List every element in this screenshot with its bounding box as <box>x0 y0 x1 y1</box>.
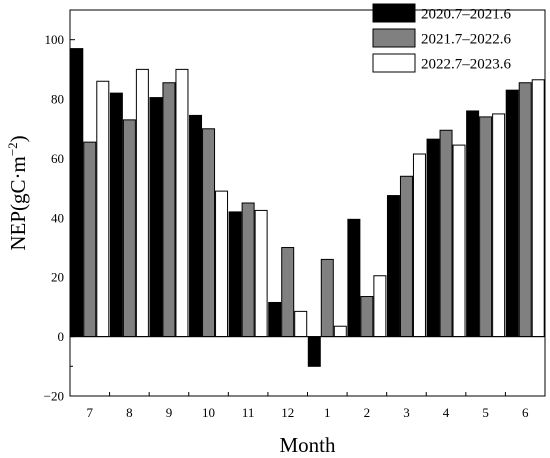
y-axis-title-close: ) <box>6 135 30 142</box>
bar-series2-month-5 <box>479 116 493 338</box>
legend-swatch-2 <box>372 28 416 48</box>
bar-series2-month-12 <box>281 247 295 338</box>
bar-series1-month-11 <box>228 211 242 338</box>
x-tick-label: 11 <box>242 405 255 420</box>
bar-series1-month-6 <box>505 89 519 338</box>
bar-series2-month-8 <box>122 119 136 338</box>
bar-series1-month-9 <box>149 97 163 338</box>
x-tick-label: 3 <box>403 405 410 420</box>
y-axis-title-superscript: −2 <box>5 142 20 156</box>
x-tick-label: 7 <box>87 405 94 420</box>
bar-series3-month-6 <box>531 79 545 338</box>
bar-series1-month-5 <box>466 110 480 338</box>
y-axis-title-main: NEP(gC·m <box>6 156 30 251</box>
y-tick-label: 40 <box>51 210 64 225</box>
x-tick-label: 9 <box>166 405 173 420</box>
bar-series1-month-10 <box>189 114 203 338</box>
bar-series2-month-6 <box>518 82 532 338</box>
bar-series2-month-4 <box>439 129 453 338</box>
x-tick-label: 5 <box>482 405 489 420</box>
bar-series3-month-2 <box>373 275 387 338</box>
y-axis: −20 0 20 40 60 80 100 <box>44 32 75 404</box>
bars-layer <box>70 48 545 367</box>
y-tick-label: 20 <box>51 270 64 285</box>
x-tick-label: 2 <box>364 405 371 420</box>
y-tick-label: 80 <box>51 92 64 107</box>
bar-series3-month-8 <box>135 68 149 338</box>
bar-series3-month-3 <box>412 153 426 338</box>
bar-series2-month-9 <box>162 82 176 338</box>
bar-series3-month-10 <box>215 190 229 338</box>
x-tick-label: 4 <box>443 405 450 420</box>
x-tick-label: 10 <box>202 405 215 420</box>
bar-series3-month-5 <box>492 113 506 338</box>
bar-series2-month-3 <box>399 175 413 338</box>
x-tick-label: 12 <box>281 405 294 420</box>
y-tick-label: 60 <box>51 151 64 166</box>
bar-series2-month-7 <box>83 141 97 338</box>
bar-series2-month-2 <box>360 296 374 338</box>
bar-series3-month-12 <box>294 310 308 338</box>
bar-series1-month-3 <box>386 195 400 338</box>
bar-series3-month-11 <box>254 209 268 338</box>
legend-label-1: 2020.7–2021.6 <box>421 7 512 23</box>
y-tick-label: 0 <box>58 329 65 344</box>
bar-series2-month-10 <box>202 128 216 338</box>
legend: 2020.7–2021.6 2021.7–2022.6 2022.7–2023.6 <box>372 3 512 73</box>
bar-series2-month-1 <box>320 258 334 338</box>
bar-series1-month-8 <box>109 92 123 338</box>
bar-series3-month-1 <box>333 325 347 338</box>
bar-series1-month-7 <box>70 48 84 338</box>
x-tick-label: 8 <box>126 405 133 420</box>
bar-series1-month-12 <box>268 301 282 338</box>
bar-series3-month-7 <box>96 80 110 338</box>
legend-label-2: 2021.7–2022.6 <box>421 32 512 48</box>
x-axis: 7 8 9 10 11 12 1 2 3 4 5 6 <box>69 392 546 420</box>
legend-swatch-1 <box>372 3 416 23</box>
bar-series1-month-1 <box>307 336 321 367</box>
bar-series1-month-2 <box>347 218 361 338</box>
x-axis-title: Month <box>279 433 336 457</box>
legend-swatch-3 <box>372 53 416 73</box>
bar-series2-month-11 <box>241 202 255 338</box>
bar-series3-month-9 <box>175 68 189 338</box>
y-axis-title: NEP(gC·m−2) <box>5 135 30 250</box>
y-tick-label: −20 <box>44 389 64 404</box>
bar-series3-month-4 <box>452 144 466 338</box>
legend-label-3: 2022.7–2023.6 <box>421 57 512 73</box>
bar-series1-month-4 <box>426 138 440 338</box>
x-tick-label: 6 <box>522 405 529 420</box>
x-tick-label: 1 <box>324 405 331 420</box>
y-tick-label: 100 <box>45 32 65 47</box>
